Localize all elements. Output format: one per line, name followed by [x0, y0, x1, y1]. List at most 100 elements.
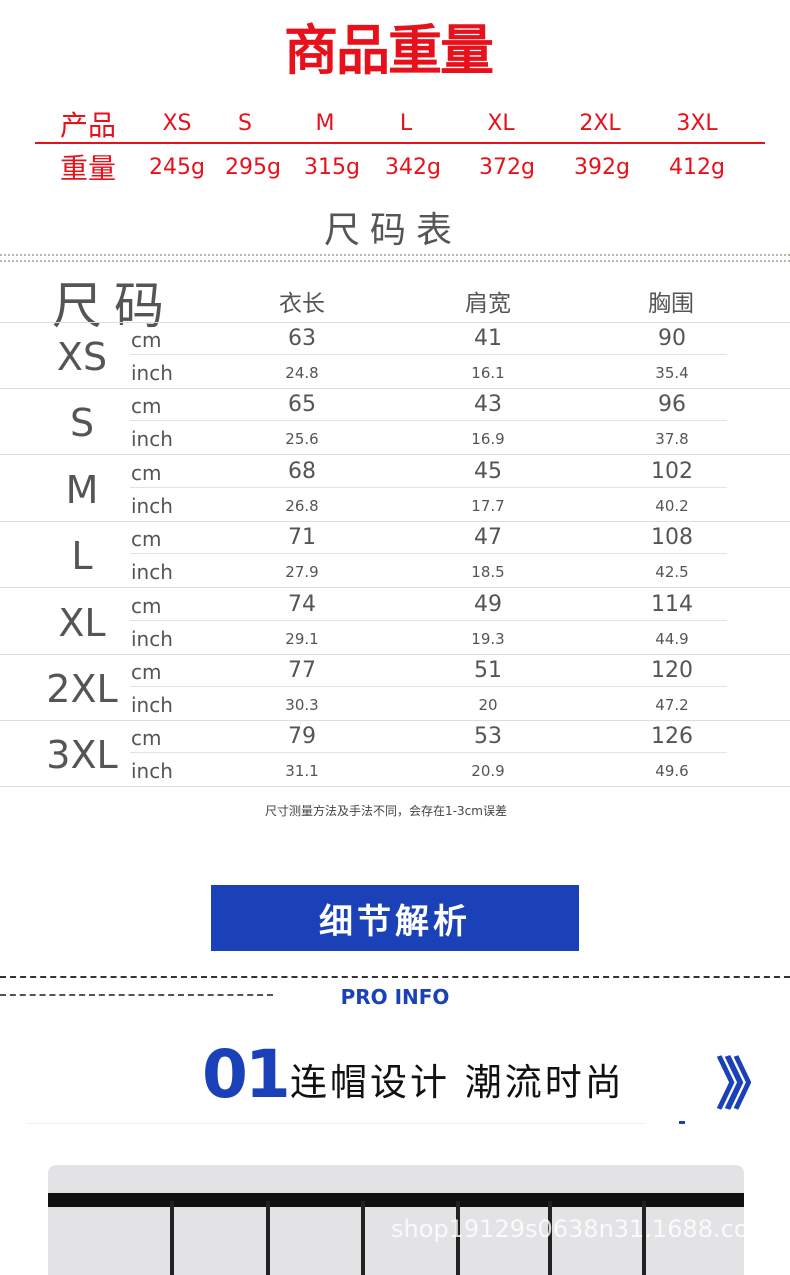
inch-value: 27.9: [285, 563, 319, 582]
size-label: L: [71, 534, 93, 579]
size-cell: L: [399, 111, 413, 136]
unit-inch: inch: [131, 493, 173, 518]
inch-value: 40.2: [655, 496, 689, 515]
inch-value: 26.8: [285, 496, 319, 515]
feature-underline: [27, 1123, 645, 1124]
size-cell: XL: [487, 111, 515, 136]
inch-value: 37.8: [655, 430, 689, 449]
product-photo: shop19129s0638n31.1688.co: [48, 1165, 744, 1275]
inch-value: 24.8: [285, 364, 319, 382]
inch-value: 49.6: [655, 762, 689, 781]
feature-number: 01: [202, 1036, 291, 1113]
size-label: 2XL: [46, 667, 118, 711]
size-label: 3XL: [46, 733, 118, 778]
cm-value: 68: [288, 458, 316, 484]
inch-value: 31.1: [285, 762, 319, 781]
row-inner-divider: [130, 619, 727, 621]
cm-value: 74: [288, 591, 316, 617]
hanger: [170, 1201, 174, 1275]
cm-value: 71: [288, 525, 316, 551]
cm-value: 45: [474, 458, 502, 484]
hanger: [361, 1201, 365, 1275]
cm-value: 120: [651, 658, 693, 683]
measurement-note: 尺寸测量方法及手法不同，会存在1-3cm误差: [265, 804, 507, 818]
weight-cell: 245g: [149, 155, 205, 180]
cm-value: 53: [474, 724, 502, 750]
unit-inch: inch: [131, 693, 173, 717]
unit-cm: cm: [131, 460, 162, 485]
row-inner-divider: [130, 486, 727, 488]
blue-dash: [679, 1121, 685, 1124]
cm-value: 51: [474, 658, 502, 683]
cm-value: 90: [658, 326, 686, 351]
row-inner-divider: [130, 686, 727, 687]
size-header: 尺码: [52, 277, 176, 335]
weight-cell: 372g: [479, 155, 535, 180]
unit-inch: inch: [131, 759, 173, 784]
size-chart-title: 尺码表: [323, 210, 463, 251]
cm-value: 47: [474, 525, 502, 551]
feature-title: 连帽设计 潮流时尚: [290, 1061, 625, 1104]
row-divider: [0, 322, 790, 323]
hanger: [456, 1201, 460, 1275]
row-divider: [0, 720, 790, 721]
unit-cm: cm: [131, 394, 162, 419]
cm-value: 114: [651, 591, 693, 617]
weight-cell: 315g: [304, 155, 360, 180]
size-cell: XS: [162, 111, 192, 136]
inch-value: 16.9: [471, 430, 505, 449]
dashed-divider-short: [0, 994, 273, 996]
chevron-right-icon: 》》: [716, 1053, 780, 1118]
unit-cm: cm: [131, 527, 162, 552]
inch-value: 17.7: [471, 496, 505, 515]
pro-info-label: PRO INFO: [340, 985, 450, 1009]
cm-value: 63: [288, 326, 316, 351]
hanger: [548, 1201, 552, 1275]
size-cell: 2XL: [579, 111, 621, 136]
inch-value: 42.5: [655, 563, 689, 582]
size-label: XL: [58, 600, 106, 645]
cm-value: 108: [651, 525, 693, 551]
inch-value: 44.9: [655, 629, 689, 648]
row-divider: [0, 653, 790, 655]
weight-label: 重量: [59, 152, 117, 185]
hanger: [642, 1201, 646, 1275]
size-label: M: [65, 467, 99, 512]
clothes-rod: [48, 1193, 744, 1207]
size-label: S: [69, 401, 95, 446]
unit-inch: inch: [131, 626, 173, 651]
row-inner-divider: [130, 553, 727, 555]
row-inner-divider: [130, 354, 727, 355]
cm-value: 49: [474, 591, 502, 617]
cm-value: 77: [288, 658, 316, 683]
inch-value: 18.5: [471, 563, 505, 582]
unit-inch: inch: [131, 560, 173, 585]
inch-value: 25.6: [285, 430, 319, 449]
size-cell: M: [315, 111, 335, 136]
red-divider: [35, 142, 765, 144]
inch-value: 16.1: [471, 364, 505, 382]
cm-value: 79: [288, 724, 316, 750]
row-divider: [0, 388, 790, 389]
cm-value: 65: [288, 392, 316, 418]
weight-cell: 295g: [225, 155, 281, 180]
size-cell: S: [238, 111, 252, 136]
dashed-divider: [0, 976, 790, 978]
cm-value: 96: [658, 392, 686, 418]
weight-title: 商品重量: [284, 19, 494, 82]
weight-cell: 392g: [574, 155, 630, 180]
row-inner-divider: [130, 752, 727, 754]
unit-cm: cm: [131, 328, 162, 352]
size-cell: 3XL: [676, 111, 718, 136]
row-inner-divider: [130, 420, 727, 422]
details-banner: 细节解析: [211, 885, 579, 951]
unit-cm: cm: [131, 660, 162, 684]
cm-value: 102: [651, 458, 693, 484]
row-divider: [0, 786, 790, 788]
weight-cell: 412g: [669, 155, 725, 180]
inch-value: 19.3: [471, 629, 505, 648]
unit-cm: cm: [131, 593, 162, 618]
unit-inch: inch: [131, 361, 173, 385]
unit-cm: cm: [131, 726, 162, 751]
inch-value: 47.2: [655, 696, 689, 714]
